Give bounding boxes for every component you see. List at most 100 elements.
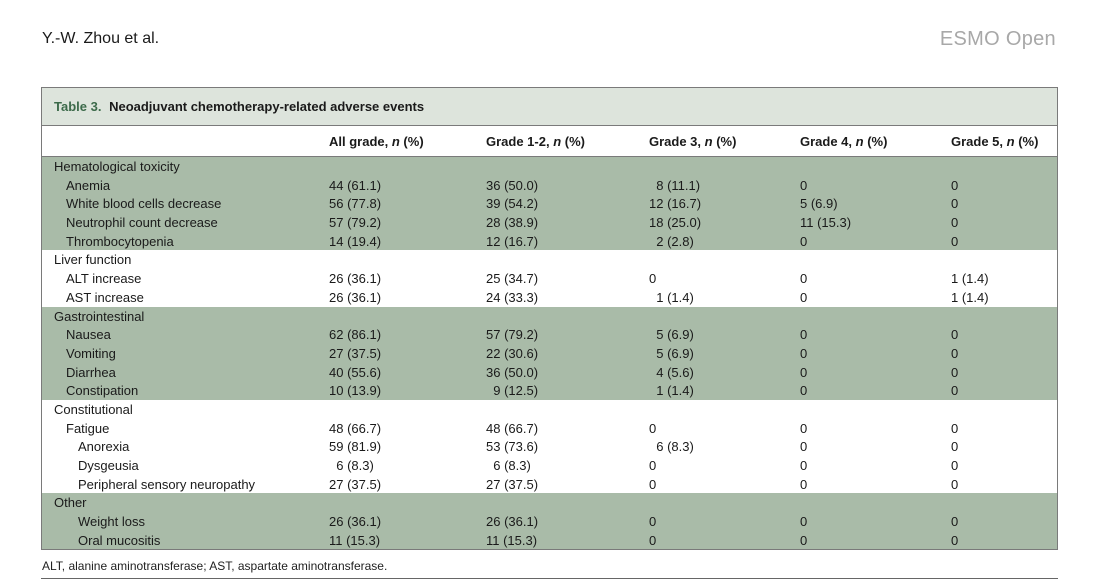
table-caption: Table 3. Neoadjuvant chemotherapy-relate… <box>42 88 1057 126</box>
table-cell: 56 (77.8) <box>329 196 382 212</box>
column-header-2: Grade 1-2, n (%) <box>486 134 585 149</box>
table-section-row: Constitutional <box>42 400 1057 419</box>
journal-name: ESMO Open <box>939 28 1056 50</box>
column-header-3: Grade 3, n (%) <box>649 134 737 149</box>
table-cell: 27 (37.5) <box>486 476 539 492</box>
table-cell: 0 <box>951 364 959 380</box>
table-cell: 14 (19.4) <box>329 233 382 249</box>
table-cell: 0 <box>649 514 657 530</box>
table-cell: 0 <box>951 233 959 249</box>
row-label: White blood cells decrease <box>66 196 222 212</box>
table-cell: 0 <box>800 458 808 473</box>
row-label: Anorexia <box>78 439 130 455</box>
table-row: Constipation 10 (13.9) 9 (12.5) 1 (1.4) 0 0 <box>42 381 1057 400</box>
table-cell: 1 (1.4) <box>649 383 694 399</box>
table-row: Dysgeusia 6 (8.3) 6 (8.3) 0 0 0 <box>42 456 1057 475</box>
table-cell: 62 (86.1) <box>329 327 382 343</box>
table-cell: 0 <box>951 439 959 455</box>
table-row: White blood cells decrease 56 (77.8) 39 (5… <box>42 194 1057 214</box>
row-label: Constipation <box>66 383 139 399</box>
column-header-4: Grade 4, n (%) <box>800 134 888 149</box>
table-cell: 0 <box>800 271 808 287</box>
row-label: AST increase <box>66 289 144 305</box>
table-cell: 6 (8.3) <box>329 458 374 473</box>
table-cell: 0 <box>951 420 959 436</box>
table-row: Vomiting 27 (37.5) 22 (30.6) 5 (6.9) 0 0 <box>42 343 1057 363</box>
table-cell: 0 <box>649 458 657 473</box>
table-cell: 1 (1.4) <box>951 289 989 305</box>
table-cell: 0 <box>800 364 808 380</box>
table-cell: 1 (1.4) <box>649 289 694 305</box>
table-cell: 0 <box>951 177 959 193</box>
table-cell: 9 (12.5) <box>486 383 539 399</box>
row-label: Liver function <box>54 252 132 268</box>
table-cell: 0 <box>649 476 657 492</box>
table-cell: 0 <box>800 233 808 249</box>
table-body: Hematological toxicity Anemia 44 (61.1) 36 … <box>42 157 1057 550</box>
table-cell: 27 (37.5) <box>329 345 382 361</box>
row-label: Gastrointestinal <box>54 308 145 324</box>
table-row: Fatigue 48 (66.7) 48 (66.7) 0 0 0 <box>42 419 1057 438</box>
row-label: ALT increase <box>66 271 142 287</box>
table-label: Table 3. <box>54 99 102 114</box>
table-cell: 44 (61.1) <box>329 177 382 193</box>
table-cell: 36 (50.0) <box>486 177 539 193</box>
table-cell: 0 <box>800 514 808 530</box>
table-cell: 53 (73.6) <box>486 439 539 455</box>
table-cell: 40 (55.6) <box>329 364 382 380</box>
table-row: Weight loss 26 (36.1) 26 (36.1) 0 0 0 <box>42 512 1057 531</box>
table-cell: 5 (6.9) <box>649 327 694 343</box>
table-row: Anemia 44 (61.1) 36 (50.0) 8 (11.1) 0 0 <box>42 175 1057 195</box>
row-label: Diarrhea <box>66 364 116 380</box>
table-cell: 8 (11.1) <box>649 177 701 193</box>
table-cell: 12 (16.7) <box>649 196 702 212</box>
table-cell: 57 (79.2) <box>486 327 539 343</box>
table-cell: 6 (8.3) <box>486 458 531 473</box>
table-cell: 11 (15.3) <box>486 532 538 548</box>
table-cell: 0 <box>800 177 808 193</box>
table-cell: 26 (36.1) <box>329 514 382 530</box>
row-label: Nausea <box>66 327 111 343</box>
table-cell: 0 <box>951 532 959 548</box>
table-row: Oral mucositis 11 (15.3) 11 (15.3) 0 0 0 <box>42 530 1057 550</box>
table-row: Nausea 62 (86.1) 57 (79.2) 5 (6.9) 0 0 <box>42 325 1057 344</box>
table-cell: 36 (50.0) <box>486 364 539 380</box>
table-cell: 26 (36.1) <box>329 289 382 305</box>
row-label: Dysgeusia <box>78 458 139 473</box>
table-row: ALT increase 26 (36.1) 25 (34.7) 0 0 1 (1.4) <box>42 269 1057 288</box>
table-section-row: Other <box>42 493 1057 513</box>
table-cell: 59 (81.9) <box>329 439 382 455</box>
table-cell: 0 <box>800 476 808 492</box>
row-label: Anemia <box>66 177 111 193</box>
table-row: Anorexia 59 (81.9) 53 (73.6) 6 (8.3) 0 0 <box>42 437 1057 456</box>
adverse-events-table: Table 3. Neoadjuvant chemotherapy-relate… <box>41 87 1058 551</box>
table-row: Neutrophil count decrease 57 (79.2) 28 (38… <box>42 213 1057 232</box>
row-label: Peripheral sensory neuropathy <box>78 476 256 492</box>
table-cell: 4 (5.6) <box>649 364 694 380</box>
table-row: AST increase 26 (36.1) 24 (33.3) 1 (1.4) 0 1… <box>42 288 1057 307</box>
table-cell: 26 (36.1) <box>486 514 539 530</box>
table-cell: 0 <box>951 215 959 231</box>
table-row: Diarrhea 40 (55.6) 36 (50.0) 4 (5.6) 0 0 <box>42 362 1057 382</box>
table-section-row: Gastrointestinal <box>42 306 1057 326</box>
table-column-header: All grade, n (%) Grade 1-2, n (%) Grade 3,… <box>42 126 1057 157</box>
table-cell: 0 <box>800 345 808 361</box>
row-label: Hematological toxicity <box>54 159 180 174</box>
table-cell: 2 (2.8) <box>649 233 694 249</box>
table-cell: 0 <box>951 196 959 212</box>
table-cell: 18 (25.0) <box>649 215 702 231</box>
table-cell: 26 (36.1) <box>329 271 382 287</box>
table-cell: 0 <box>800 327 808 343</box>
table-cell: 0 <box>951 327 959 343</box>
table-cell: 0 <box>649 420 657 436</box>
table-row: Peripheral sensory neuropathy 27 (37.5) 27… <box>42 475 1057 494</box>
table-cell: 1 (1.4) <box>951 271 989 287</box>
table-cell: 0 <box>951 514 959 530</box>
table-cell: 11 (15.3) <box>329 532 381 548</box>
table-cell: 25 (34.7) <box>486 271 539 287</box>
table-cell: 0 <box>800 383 808 399</box>
table-cell: 10 (13.9) <box>329 383 382 399</box>
row-label: Neutrophil count decrease <box>66 215 218 231</box>
table-section-row: Hematological toxicity <box>42 157 1057 176</box>
running-head-authors: Y.-W. Zhou et al. <box>42 30 160 47</box>
